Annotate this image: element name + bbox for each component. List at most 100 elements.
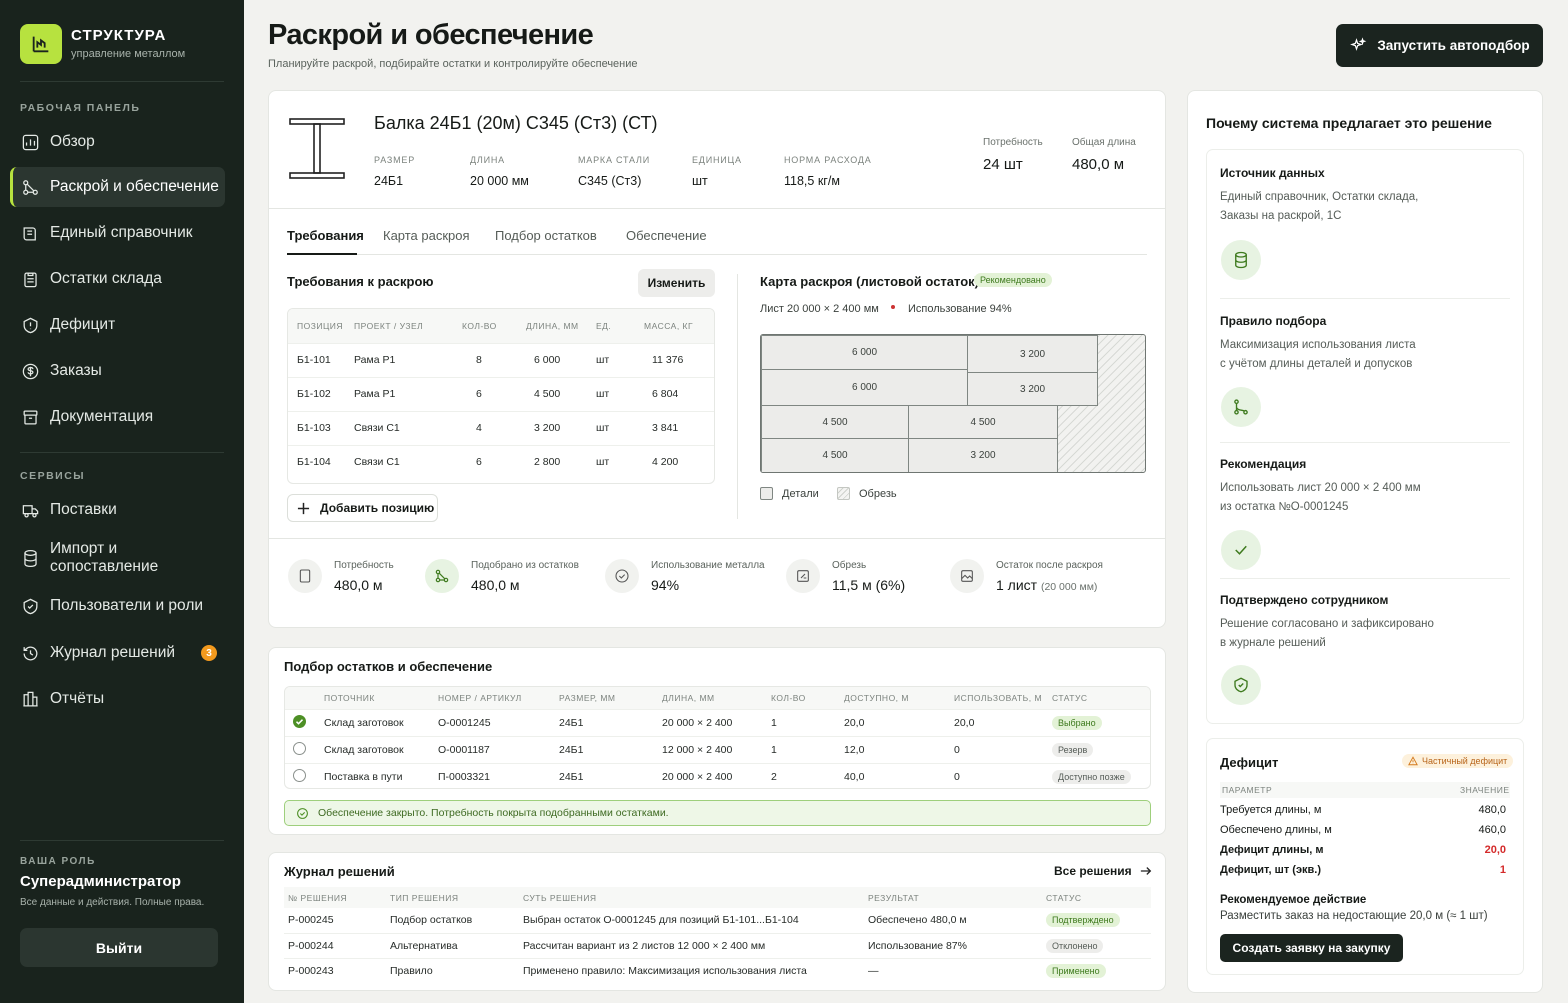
col-header: ИСПОЛЬЗОВАТЬ, м: [954, 692, 1043, 703]
check-icon: [295, 718, 304, 725]
cell: О-0001245: [438, 716, 491, 729]
why-item-text: Использовать лист 20 000 × 2 400 мм: [1220, 482, 1421, 494]
radio-selected[interactable]: [293, 714, 306, 728]
cut-piece[interactable]: 4 500: [908, 405, 1058, 439]
action-text: Разместить заказ на недостающие 20,0 м (…: [1220, 910, 1488, 922]
add-position-button[interactable]: Добавить позицию: [287, 494, 438, 522]
sidebar-item-deficit[interactable]: Дефицит: [10, 305, 225, 345]
why-title: Почему система предлагает это решение: [1206, 115, 1492, 131]
supply-table: ПОТОЧНИК НОМЕР / АРТИКУЛ РАЗМЕР, мм ДЛИН…: [284, 686, 1151, 789]
cell: Использование 87%: [868, 939, 967, 952]
tab-leftovers[interactable]: Подбор остатков: [495, 228, 597, 243]
cut-piece[interactable]: 6 000: [761, 335, 968, 370]
logo-icon: [20, 24, 62, 64]
cut-piece[interactable]: 3 200: [967, 335, 1098, 373]
table-row[interactable]: Б1-104 Связи С1 6 2 800 шт 4 200: [288, 445, 714, 479]
cell: 4 500: [534, 388, 561, 400]
status-badge: Резерв: [1052, 742, 1094, 757]
table-row[interactable]: Склад заготовок О-0001245 24Б1 20 000 × 2 4…: [285, 709, 1150, 736]
tab-requirements[interactable]: Требования: [287, 228, 364, 243]
sidebar-item-stock[interactable]: Остатки склада: [10, 259, 225, 299]
table-row[interactable]: Б1-102 Рама Р1 6 4 500 шт 6 804: [288, 377, 714, 411]
spec-value: 118,5 кг/м: [784, 174, 840, 188]
tab-cutmap[interactable]: Карта раскроя: [383, 228, 470, 243]
cell: 0: [954, 770, 960, 783]
table-row[interactable]: Р-000244 Альтернатива Рассчитан вариант из…: [284, 933, 1151, 958]
role-description: Все данные и действия. Полные права.: [20, 897, 205, 908]
cut-piece[interactable]: 3 200: [967, 372, 1098, 406]
logout-button[interactable]: Выйти: [20, 928, 218, 967]
cut-icon: [786, 559, 820, 593]
branch-icon: [1221, 387, 1261, 427]
cell: Выбран остаток О-0001245 для позиций Б1-…: [523, 914, 799, 927]
legend-waste-swatch: [837, 487, 850, 500]
sidebar-item-docs[interactable]: Документация: [10, 397, 225, 437]
sidebar-item-users[interactable]: Пользователи и роли: [10, 586, 225, 626]
add-position-label: Добавить позицию: [320, 501, 435, 515]
sidebar-item-overview[interactable]: Обзор: [10, 122, 225, 162]
why-item-title: Источник данных: [1220, 166, 1325, 180]
why-item-text: Решение согласовано и зафиксировано: [1220, 618, 1434, 630]
edit-button[interactable]: Изменить: [638, 269, 715, 297]
cell: 3 841: [652, 422, 679, 434]
stat-picked: Подобрано из остатков 480,0 м: [425, 559, 579, 593]
cell: 3 200: [534, 422, 561, 434]
cell: Применено правило: Максимизация использо…: [523, 964, 807, 977]
table-row[interactable]: Склад заготовок О-0001187 24Б1 12 000 × 2 4…: [285, 736, 1150, 763]
cell: 24Б1: [559, 716, 584, 729]
cell: шт: [596, 354, 610, 366]
stat-label: Подобрано из остатков: [471, 559, 579, 571]
sidebar-item-reference[interactable]: Единый справочник: [10, 213, 225, 253]
stat-value: 11,5 м (6%): [832, 576, 906, 593]
all-decisions-link[interactable]: Все решения: [1054, 864, 1152, 878]
status-badge: Доступно позже: [1052, 769, 1131, 784]
sidebar-item-label: Остатки склада: [50, 270, 162, 287]
cell: Б1-101: [297, 354, 331, 366]
status-badge: Подтверждено: [1046, 913, 1120, 928]
sidebar-item-orders[interactable]: Заказы: [10, 351, 225, 391]
check-circle-icon: [605, 559, 639, 593]
col-header: СТАТУС: [1046, 892, 1082, 903]
table-row[interactable]: Б1-103 Связи С1 4 3 200 шт 3 841: [288, 411, 714, 445]
cut-piece[interactable]: 4 500: [761, 438, 909, 472]
spec-label: ДЛИНА: [470, 155, 505, 165]
table-row[interactable]: Р-000243 Правило Применено правило: Максим…: [284, 958, 1151, 983]
divider: [20, 452, 224, 453]
why-item-text: в журнале решений: [1220, 637, 1326, 649]
sidebar-item-reports[interactable]: Отчёты: [10, 679, 225, 719]
table-row[interactable]: Поставка в пути П-0003321 24Б1 20 000 × 2 4…: [285, 763, 1150, 788]
plus-icon: [297, 502, 310, 514]
truck-icon: [22, 504, 39, 517]
col-header: ПРОЕКТ / УЗЕЛ: [354, 320, 424, 331]
cell: 20,0: [844, 716, 865, 729]
cell: Поставка в пути: [324, 770, 403, 783]
sidebar-item-journal[interactable]: Журнал решений 3: [10, 633, 225, 673]
table-row[interactable]: Р-000245 Подбор остатков Выбран остаток О-…: [284, 908, 1151, 933]
why-item-title: Рекомендация: [1220, 457, 1307, 471]
table-row[interactable]: Б1-101 Рама Р1 8 6 000 шт 11 376: [288, 343, 714, 377]
sidebar-item-cutting[interactable]: Раскрой и обеспечение: [10, 167, 225, 207]
deficit-table-header: [1220, 782, 1510, 798]
cut-piece[interactable]: 3 200: [908, 438, 1058, 472]
cell: Р-000243: [288, 964, 334, 977]
spec-length: ДЛИНА 20 000 мм: [470, 155, 529, 188]
cell: Склад заготовок: [324, 743, 404, 756]
cell: Б1-104: [297, 456, 331, 469]
sidebar-item-supplies[interactable]: Поставки: [10, 490, 225, 530]
sidebar-item-import[interactable]: Импорт и сопоставление: [10, 538, 225, 578]
cut-piece[interactable]: 4 500: [761, 405, 909, 439]
divider: [269, 208, 1165, 209]
legend-parts-label: Детали: [782, 488, 819, 500]
radio-button[interactable]: [293, 768, 306, 782]
cell: 20,0: [954, 716, 975, 729]
page-subtitle: Планируйте раскрой, подбирайте остатки и…: [268, 58, 638, 70]
tab-supply[interactable]: Обеспечение: [626, 228, 707, 243]
cut-piece[interactable]: 6 000: [761, 369, 968, 406]
shield-icon: [23, 598, 38, 614]
create-purchase-request-button[interactable]: Создать заявку на закупку: [1220, 934, 1403, 962]
status-badge: Применено: [1046, 963, 1106, 978]
radio-button[interactable]: [293, 741, 306, 755]
spec-size: РАЗМЕР 24Б1: [374, 155, 415, 188]
auto-select-button[interactable]: Запустить автоподбор: [1336, 24, 1543, 67]
why-item-recommendation: Рекомендация Использовать лист 20 000 × …: [1220, 457, 1421, 513]
